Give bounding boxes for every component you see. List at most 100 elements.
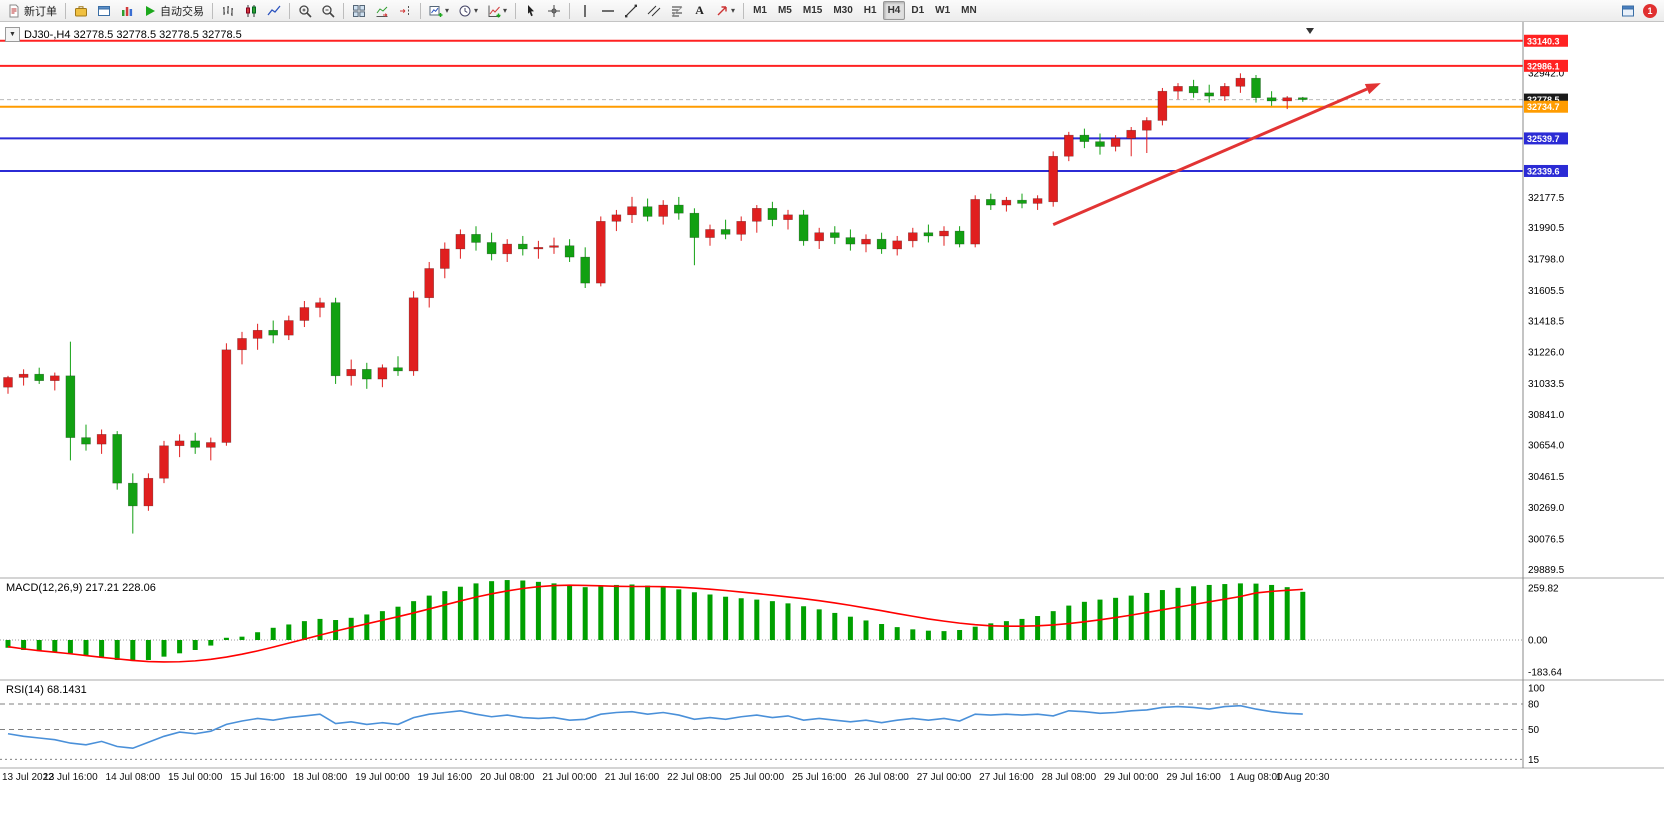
timeframe-m30-button[interactable]: M30 xyxy=(828,1,857,20)
channel-icon xyxy=(647,4,661,18)
svg-text:21 Jul 00:00: 21 Jul 00:00 xyxy=(542,772,597,783)
text-tool-button[interactable]: A xyxy=(689,1,710,20)
arrow-tool-icon xyxy=(715,4,729,18)
periods-dropdown-button[interactable]: ▾ xyxy=(454,1,482,20)
trendline-tool-button[interactable] xyxy=(620,1,642,20)
svg-text:32339.6: 32339.6 xyxy=(1527,166,1560,176)
line-chart-button[interactable] xyxy=(263,1,285,20)
svg-text:25 Jul 16:00: 25 Jul 16:00 xyxy=(792,772,847,783)
svg-text:29889.5: 29889.5 xyxy=(1528,565,1565,576)
line-chart-icon xyxy=(267,4,281,18)
toolbar: 新订单 自动交易 ▾ ▾ ▾ A ▾ M1 M5 M15 M30 H1 H4 D… xyxy=(0,0,1664,22)
chevron-down-icon: ▾ xyxy=(474,6,479,15)
timeframe-m15-button[interactable]: M15 xyxy=(798,1,827,20)
svg-text:29 Jul 16:00: 29 Jul 16:00 xyxy=(1166,772,1221,783)
chart-shift-button[interactable] xyxy=(394,1,416,20)
svg-text:31033.5: 31033.5 xyxy=(1528,379,1565,390)
svg-text:32942.0: 32942.0 xyxy=(1528,69,1565,80)
separator xyxy=(420,2,421,19)
timeframe-mn-button[interactable]: MN xyxy=(956,1,982,20)
toolbox-icon xyxy=(74,4,88,18)
cursor-button[interactable] xyxy=(520,1,542,20)
svg-text:29 Jul 00:00: 29 Jul 00:00 xyxy=(1104,772,1159,783)
vertical-line-icon xyxy=(578,4,592,18)
timeframe-m5-button[interactable]: M5 xyxy=(773,1,797,20)
collapse-ohlc-button[interactable]: ▼ xyxy=(5,27,20,42)
svg-text:30269.0: 30269.0 xyxy=(1528,503,1565,514)
separator xyxy=(569,2,571,19)
timeframe-d1-button[interactable]: D1 xyxy=(906,1,929,20)
svg-text:31226.0: 31226.0 xyxy=(1528,348,1565,359)
svg-text:13 Jul 2022: 13 Jul 2022 xyxy=(2,772,54,783)
zoom-in-button[interactable] xyxy=(294,1,316,20)
price-badges: 32778.5 33140.3 32986.1 32734.7 32539.7 32339… xyxy=(1524,34,1568,177)
symbol-header: ▼ DJ30-,H4 32778.5 32778.5 32778.5 32778… xyxy=(5,27,242,42)
svg-text:28 Jul 08:00: 28 Jul 08:00 xyxy=(1042,772,1097,783)
new-order-icon xyxy=(7,4,21,18)
price-axis: 32942.0 32177.5 31990.5 31798.0 31605.5 31418… xyxy=(1522,22,1565,768)
svg-text:15 Jul 16:00: 15 Jul 16:00 xyxy=(230,772,285,783)
timeframe-h1-button[interactable]: H1 xyxy=(859,1,882,20)
separator xyxy=(65,2,66,19)
svg-text:15: 15 xyxy=(1528,755,1540,766)
tile-windows-button[interactable] xyxy=(348,1,370,20)
window-icon xyxy=(1621,4,1635,18)
chart-region: 32942.0 32177.5 31990.5 31798.0 31605.5 31418… xyxy=(0,22,1664,840)
fibonacci-icon xyxy=(670,4,684,18)
svg-text:31418.5: 31418.5 xyxy=(1528,316,1565,327)
separator xyxy=(743,2,745,19)
timeframe-h4-button[interactable]: H4 xyxy=(882,1,906,20)
bar-chart-button[interactable] xyxy=(217,1,239,20)
zoom-in-icon xyxy=(298,4,312,18)
timeframe-w1-button[interactable]: W1 xyxy=(930,1,955,20)
auto-scroll-button[interactable] xyxy=(371,1,393,20)
svg-text:19 Jul 16:00: 19 Jul 16:00 xyxy=(418,772,473,783)
fibonacci-tool-button[interactable] xyxy=(666,1,688,20)
svg-text:30654.0: 30654.0 xyxy=(1528,441,1565,452)
horizontal-lines-layer xyxy=(0,39,1523,172)
notification-badge[interactable]: 1 xyxy=(1643,3,1657,18)
svg-text:100: 100 xyxy=(1528,684,1545,695)
price-chart-canvas[interactable]: 32942.0 32177.5 31990.5 31798.0 31605.5 31418… xyxy=(0,22,1664,840)
auto-scroll-icon xyxy=(375,4,389,18)
svg-text:31798.0: 31798.0 xyxy=(1528,255,1565,266)
zoom-out-button[interactable] xyxy=(317,1,339,20)
svg-text:1 Aug 20:30: 1 Aug 20:30 xyxy=(1276,772,1330,783)
svg-text:33140.3: 33140.3 xyxy=(1527,36,1560,46)
candlestick-chart-button[interactable] xyxy=(240,1,262,20)
panel-separators xyxy=(0,577,1664,769)
new-order-button[interactable]: 新订单 xyxy=(3,1,61,20)
crosshair-button[interactable] xyxy=(543,1,565,20)
separator xyxy=(289,2,290,19)
strategy-tester-button[interactable] xyxy=(93,1,115,20)
toolbox-button[interactable] xyxy=(70,1,92,20)
svg-text:18 Jul 08:00: 18 Jul 08:00 xyxy=(293,772,348,783)
crosshair-icon xyxy=(547,4,561,18)
svg-text:32177.5: 32177.5 xyxy=(1528,193,1565,204)
svg-text:19 Jul 00:00: 19 Jul 00:00 xyxy=(355,772,410,783)
charts-button[interactable] xyxy=(116,1,138,20)
svg-text:80: 80 xyxy=(1528,700,1540,711)
horizontal-line-tool-button[interactable] xyxy=(597,1,619,20)
new-chart-icon xyxy=(429,4,443,18)
arrows-tool-dropdown-button[interactable]: ▾ xyxy=(711,1,739,20)
indicators-icon xyxy=(487,4,501,18)
candlestick-chart-icon xyxy=(244,4,258,18)
timeframe-m1-button[interactable]: M1 xyxy=(748,1,772,20)
bar-chart-icon xyxy=(221,4,235,18)
separator xyxy=(343,2,344,19)
vertical-line-tool-button[interactable] xyxy=(574,1,596,20)
new-chart-dropdown-button[interactable]: ▾ xyxy=(425,1,453,20)
indicators-dropdown-button[interactable]: ▾ xyxy=(483,1,511,20)
chart-shift-icon xyxy=(398,4,412,18)
channel-tool-button[interactable] xyxy=(643,1,665,20)
rsi-label: RSI(14) 68.1431 xyxy=(6,684,87,696)
svg-text:27 Jul 00:00: 27 Jul 00:00 xyxy=(917,772,972,783)
window-button[interactable] xyxy=(1617,1,1639,20)
svg-text:20 Jul 08:00: 20 Jul 08:00 xyxy=(480,772,535,783)
autotrading-button[interactable]: 自动交易 xyxy=(139,1,208,20)
svg-text:22 Jul 08:00: 22 Jul 08:00 xyxy=(667,772,722,783)
autotrading-play-icon xyxy=(143,4,157,18)
svg-text:50: 50 xyxy=(1528,725,1540,736)
